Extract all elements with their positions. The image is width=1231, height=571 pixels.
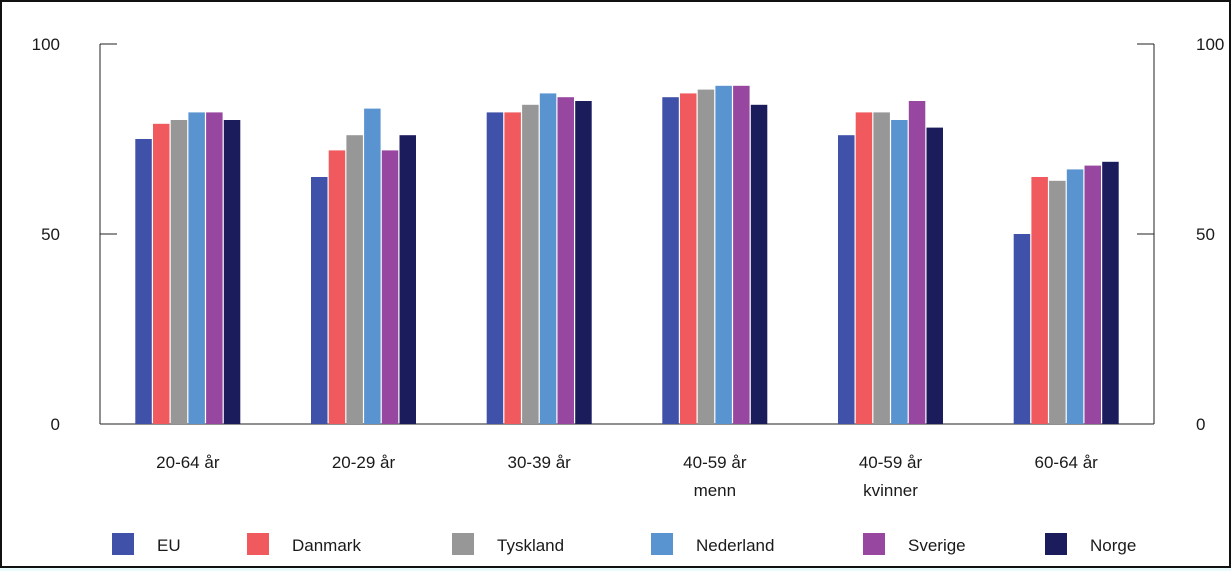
legend-label: Tyskland xyxy=(497,536,564,555)
left-tick-label: 50 xyxy=(41,225,60,244)
legend-label: Nederland xyxy=(696,536,774,555)
bar-danmark xyxy=(855,112,873,425)
bar-nederland xyxy=(715,85,732,425)
left-tick-label: 100 xyxy=(32,35,60,54)
bar-eu xyxy=(838,135,855,424)
legend-swatch-norge xyxy=(1045,533,1067,555)
bar-nederland xyxy=(364,108,381,424)
bar-tyskland xyxy=(522,104,539,425)
bars xyxy=(135,85,1119,425)
bar-norge xyxy=(926,127,943,424)
x-tick-label: 20-64 år xyxy=(156,453,220,472)
right-tick-label: 100 xyxy=(1196,35,1224,54)
x-tick-labels: 20-64 år 20-29 år 30-39 år 40-59 år menn 40-5… xyxy=(156,453,1098,500)
bar-danmark xyxy=(328,150,346,424)
legend-label: Norge xyxy=(1090,536,1136,555)
bar-norge xyxy=(1102,161,1119,425)
bar-sverige xyxy=(733,85,750,425)
bar-eu xyxy=(1013,234,1031,424)
bar-sverige xyxy=(908,101,926,424)
bar-nederland xyxy=(891,120,908,424)
x-tick-label: 40-59 år xyxy=(859,453,923,472)
x-tick-label: kvinner xyxy=(863,481,918,500)
x-tick-label: 40-59 år xyxy=(683,453,747,472)
legend-label: EU xyxy=(157,536,181,555)
bar-tyskland xyxy=(346,135,363,424)
legend-swatch-eu xyxy=(112,533,134,555)
bar-danmark xyxy=(153,123,170,425)
bar-sverige xyxy=(206,112,223,425)
bar-eu xyxy=(486,112,504,425)
bar-nederland xyxy=(539,93,557,425)
bar-norge xyxy=(399,135,416,424)
bar-norge xyxy=(223,120,241,424)
legend: EU Danmark Tyskland Nederland Sverige Norge xyxy=(112,533,1136,555)
bar-danmark xyxy=(504,112,521,425)
bar-eu xyxy=(311,177,328,424)
right-tick-label: 50 xyxy=(1196,225,1215,244)
legend-label: Sverige xyxy=(908,536,966,555)
bar-danmark xyxy=(1031,177,1048,424)
left-tick-label: 0 xyxy=(51,415,60,434)
bar-tyskland xyxy=(1049,180,1066,424)
bar-eu xyxy=(135,139,152,424)
bar-tyskland xyxy=(873,112,890,425)
bar-norge xyxy=(575,101,592,424)
bar-sverige xyxy=(1084,165,1101,424)
right-tick-label: 0 xyxy=(1196,415,1205,434)
x-tick-label: 30-39 år xyxy=(508,453,572,472)
legend-swatch-danmark xyxy=(247,533,269,555)
bar-sverige xyxy=(381,150,399,424)
bar-danmark xyxy=(680,93,697,425)
bar-tyskland xyxy=(170,120,188,424)
legend-label: Danmark xyxy=(292,536,361,555)
legend-swatch-sverige xyxy=(863,533,885,555)
bar-norge xyxy=(750,104,768,425)
bar-nederland xyxy=(188,112,205,425)
bar-eu xyxy=(662,97,679,424)
legend-swatch-nederland xyxy=(651,533,673,555)
bar-tyskland xyxy=(697,89,715,424)
axes: 0 0 50 50 100 100 xyxy=(32,35,1225,434)
x-tick-label: 20-29 år xyxy=(332,453,396,472)
bar-sverige xyxy=(557,97,574,424)
legend-swatch-tyskland xyxy=(452,533,474,555)
x-tick-label: menn xyxy=(694,481,737,500)
bar-nederland xyxy=(1066,169,1084,424)
x-tick-label: 60-64 år xyxy=(1035,453,1099,472)
